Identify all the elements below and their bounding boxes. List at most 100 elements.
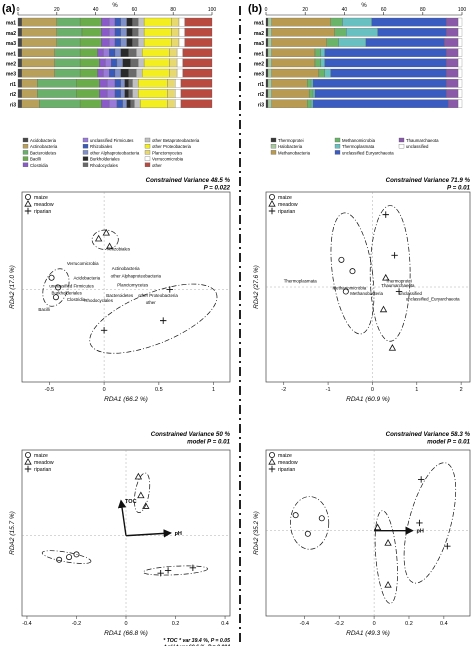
category-label: ri1 <box>10 82 16 88</box>
bar-segment <box>79 68 98 78</box>
x-tick-label: 0 <box>371 387 374 393</box>
x-tick-label: 80 <box>170 7 176 13</box>
meadow-point <box>137 491 145 499</box>
bar-segment <box>334 28 347 37</box>
maize-point <box>342 288 349 295</box>
bar-segment <box>132 28 139 37</box>
plot-subtitle: model P = 0.01 <box>427 439 470 446</box>
bar-segment <box>338 38 367 47</box>
bar-segment <box>142 68 170 78</box>
bar-segment <box>169 58 178 68</box>
riparian-point <box>164 567 172 574</box>
bar-segment <box>17 17 23 27</box>
taxon-label: Verrucomicrobia <box>67 261 99 266</box>
bar-segment <box>265 17 269 27</box>
bar-segment <box>126 17 133 27</box>
bar-segment <box>79 38 102 47</box>
bar-segment <box>314 48 322 57</box>
bar-segment <box>97 68 104 78</box>
x-tick-label: 0 <box>265 7 268 13</box>
maize-point <box>304 530 311 537</box>
footnote: * TOC * var 39.4 %, P = 0.05 <box>163 638 230 644</box>
x-tick-label: -0.5 <box>45 387 54 393</box>
bar-segment <box>267 58 273 68</box>
bar-segment <box>457 89 463 98</box>
meadow-point <box>384 580 392 588</box>
x-tick-label: 0.4 <box>440 621 448 627</box>
riparian-point <box>395 288 403 295</box>
bar-segment <box>320 48 325 57</box>
bar-segment <box>271 17 331 27</box>
riparian-point <box>444 542 451 550</box>
legend-swatch <box>82 144 89 149</box>
panel-label-a: (a) <box>2 3 16 15</box>
bar-segment <box>446 28 459 37</box>
bar-segment <box>107 79 116 88</box>
bar-segment <box>17 38 23 47</box>
legend-swatch <box>270 144 277 149</box>
bar-segment <box>116 58 123 68</box>
bar-segment <box>130 99 135 108</box>
riparian-point <box>160 317 167 324</box>
bar-segment <box>17 68 23 78</box>
bar-segment <box>126 99 131 108</box>
bar-segment <box>142 48 170 57</box>
bar-segment <box>143 17 172 27</box>
legend-swatch <box>82 162 89 167</box>
bar-segment <box>312 89 316 98</box>
legend-swatch <box>22 137 29 143</box>
x-tick-label: 0.4 <box>221 621 229 627</box>
bar-segment <box>120 89 125 98</box>
x-axis-title: RDA1 (66.8 %) <box>104 630 148 637</box>
bar-segment <box>324 58 447 68</box>
x-tick-label: 60 <box>381 7 387 13</box>
y-axis-title: RDA2 (27.6 %) <box>253 265 260 309</box>
meadow-point <box>134 472 143 480</box>
legend-label: meadow <box>278 460 298 466</box>
taxon-label: Acidobacteria <box>73 276 100 281</box>
legend-label: riparian <box>278 467 295 473</box>
bar-segment <box>103 48 110 57</box>
chart-rda-a1: Constrained Variance 48.5 %P = 0.022 -0.5… <box>9 177 231 403</box>
bar-segment <box>101 28 110 37</box>
x-axis-title: RDA1 (49.3 %) <box>346 630 390 637</box>
legend-swatch <box>22 162 29 167</box>
bar-segment <box>79 48 98 57</box>
bar-segment <box>169 48 178 57</box>
bar-segment <box>271 58 316 68</box>
bar-segment <box>17 89 23 98</box>
legend-label: Actinobacteria <box>30 144 58 149</box>
bar-segment <box>444 38 459 47</box>
legend-swatch <box>22 150 29 155</box>
meadow-point <box>105 242 114 250</box>
legend-label: Burkholderiales <box>90 157 120 162</box>
group-ellipse <box>374 510 398 604</box>
bar-segment <box>320 58 325 68</box>
bar-segment <box>271 89 310 98</box>
bar-segment <box>21 68 55 78</box>
bar-segment <box>134 99 141 108</box>
category-label: ma2 <box>254 31 264 37</box>
taxon-label: unclassified <box>399 291 422 296</box>
legend-swatch <box>22 156 29 161</box>
bar-segment <box>265 89 269 98</box>
riparian-point <box>382 211 389 218</box>
legend-label: Verrucomicrobia <box>152 157 184 162</box>
group-ellipse <box>143 565 209 576</box>
bar-segment <box>267 38 273 47</box>
bar-segment <box>79 58 100 68</box>
legend-label: meadow <box>34 202 54 208</box>
bar-segment <box>101 17 110 27</box>
legend-label: unclassified Firmicutes <box>90 138 133 143</box>
group-ellipse <box>330 212 375 335</box>
bar-segment <box>99 89 108 98</box>
bar-segment <box>457 99 463 108</box>
bar-segment <box>169 68 178 78</box>
taxon-label: Bacilli <box>38 307 49 312</box>
maize-point <box>318 515 325 522</box>
bar-segment <box>271 99 308 108</box>
x-tick-label: 60 <box>132 7 138 13</box>
bar-segment <box>178 28 185 37</box>
group-ellipse <box>369 205 411 342</box>
y-axis-title: RDA2 (15.7 %) <box>9 511 16 555</box>
